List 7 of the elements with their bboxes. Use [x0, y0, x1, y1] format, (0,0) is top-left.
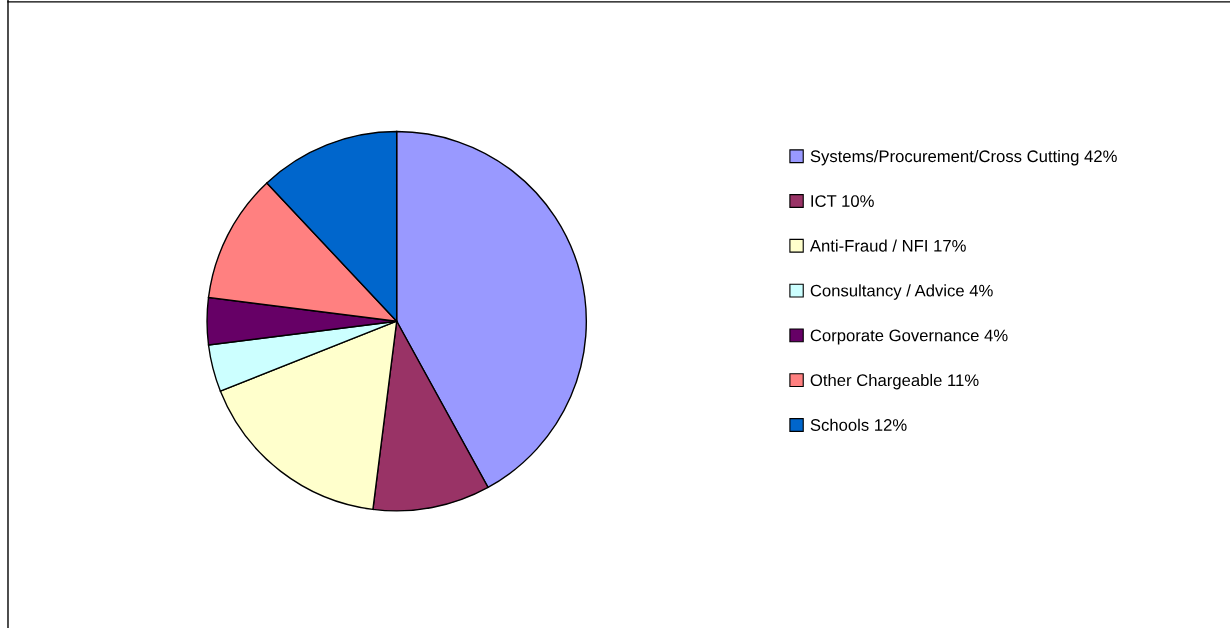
legend-label: Anti-Fraud / NFI 17% [809, 239, 966, 252]
legend-label: Consultancy / Advice 4% [810, 284, 993, 300]
legend-label: Systems/Procurement/Cross Cutting 42% [810, 149, 1117, 166]
legend-label: ICT 10% [811, 195, 874, 207]
legend-label: Schools 12% [810, 418, 907, 431]
legend-label: Other Chargeable 11% [810, 373, 979, 390]
legend-label: Corporate Governance 4% [810, 329, 1008, 345]
